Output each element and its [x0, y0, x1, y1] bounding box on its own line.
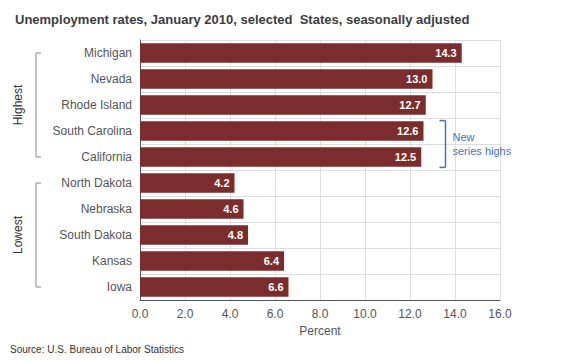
svg-text:4.2: 4.2	[214, 177, 229, 189]
svg-text:6.6: 6.6	[268, 281, 283, 293]
svg-text:South Carolina: South Carolina	[53, 124, 133, 138]
svg-text:Nevada: Nevada	[91, 72, 133, 86]
svg-text:6.4: 6.4	[264, 255, 280, 267]
svg-text:series highs: series highs	[453, 145, 512, 157]
svg-text:Michigan: Michigan	[84, 46, 132, 60]
svg-text:Lowest: Lowest	[11, 215, 25, 254]
svg-text:New: New	[453, 131, 475, 143]
svg-text:2.0: 2.0	[177, 307, 194, 321]
svg-text:4.8: 4.8	[228, 229, 243, 241]
svg-text:13.0: 13.0	[406, 73, 427, 85]
svg-text:0.0: 0.0	[132, 307, 149, 321]
svg-text:14.0: 14.0	[443, 307, 467, 321]
svg-text:Kansas: Kansas	[92, 254, 132, 268]
svg-text:Nebraska: Nebraska	[81, 202, 133, 216]
svg-text:16.0: 16.0	[488, 307, 512, 321]
svg-text:4.0: 4.0	[222, 307, 239, 321]
svg-text:12.6: 12.6	[397, 125, 418, 137]
svg-text:12.0: 12.0	[398, 307, 422, 321]
svg-text:North Dakota: North Dakota	[61, 176, 132, 190]
svg-text:8.0: 8.0	[312, 307, 329, 321]
svg-text:Percent: Percent	[299, 324, 341, 338]
svg-text:Rhode Island: Rhode Island	[61, 98, 132, 112]
svg-text:14.3: 14.3	[435, 47, 456, 59]
svg-text:Source: U.S. Bureau of Labor S: Source: U.S. Bureau of Labor Statistics	[10, 344, 184, 355]
svg-text:Iowa: Iowa	[107, 280, 133, 294]
svg-text:California: California	[81, 150, 132, 164]
svg-text:10.0: 10.0	[353, 307, 377, 321]
svg-text:12.7: 12.7	[399, 99, 420, 111]
svg-text:4.6: 4.6	[223, 203, 238, 215]
svg-text:Highest: Highest	[11, 84, 25, 125]
svg-text:South Dakota: South Dakota	[59, 228, 132, 242]
svg-text:6.0: 6.0	[267, 307, 284, 321]
svg-text:12.5: 12.5	[395, 151, 416, 163]
svg-text:Unemployment rates, January 20: Unemployment rates, January 2010, select…	[15, 12, 470, 27]
